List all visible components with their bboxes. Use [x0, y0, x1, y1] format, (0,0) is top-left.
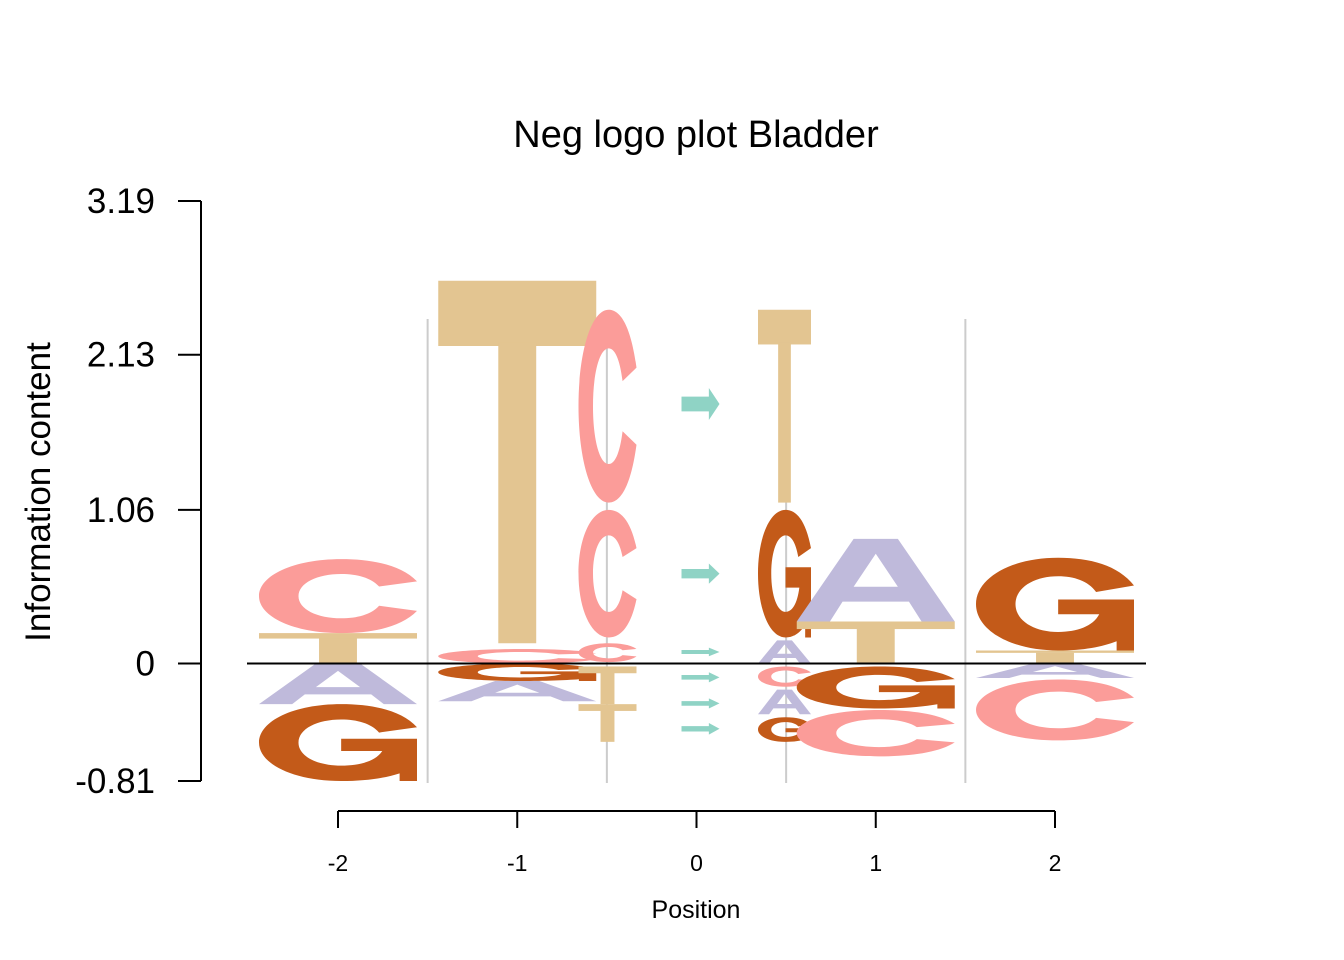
- letter-t-glyph: [578, 666, 637, 705]
- x-axis: -2 -1 0 1 2: [328, 810, 1062, 876]
- arrow-glyph: [681, 563, 720, 584]
- x-tick-label: -2: [328, 850, 348, 876]
- chart-title: Neg logo plot Bladder: [513, 114, 879, 156]
- y-tick-label: 1.06: [87, 491, 155, 530]
- letter-t-glyph: [976, 650, 1134, 664]
- letter-g-glyph: [796, 666, 955, 709]
- letter-g-glyph: [976, 557, 1134, 651]
- letter-t-glyph: [259, 633, 417, 664]
- y-tick-label: 2.13: [87, 336, 155, 375]
- x-tick-label: 2: [1049, 850, 1062, 876]
- letter-c-glyph: [578, 643, 637, 663]
- letter-g-glyph: [758, 509, 811, 638]
- letter-t-glyph: [796, 621, 955, 664]
- letter-c-glyph: [578, 309, 637, 503]
- x-axis-label: Position: [652, 896, 741, 924]
- letter-c-glyph: [259, 559, 417, 634]
- letter-stacks: [259, 280, 1134, 781]
- x-tick-label: -1: [507, 850, 527, 876]
- y-tick-label: 0: [136, 645, 155, 684]
- arrow-glyph: [681, 388, 720, 420]
- arrow-glyph: [681, 647, 720, 657]
- arrow-glyph: [681, 723, 720, 735]
- letter-c-glyph: [438, 649, 597, 664]
- letter-a-glyph: [758, 640, 811, 664]
- letter-a-glyph: [438, 680, 597, 702]
- letter-t-glyph: [758, 309, 811, 503]
- letter-a-glyph: [259, 663, 417, 705]
- letter-g-glyph: [259, 704, 417, 781]
- arrow-glyph: [681, 698, 720, 709]
- arrow-glyph: [681, 672, 720, 683]
- letter-a-glyph: [796, 538, 955, 622]
- letter-a-glyph: [758, 689, 811, 715]
- letter-t-glyph: [578, 704, 637, 742]
- y-axis: 3.19 2.13 1.06 0 -0.81: [75, 182, 202, 801]
- letter-c-glyph: [976, 679, 1134, 741]
- y-axis-label: Information content: [19, 342, 58, 642]
- letter-a-glyph: [976, 663, 1134, 679]
- letter-c-glyph: [578, 509, 637, 638]
- letter-c-glyph: [796, 709, 955, 757]
- letter-t-glyph: [438, 280, 597, 644]
- x-tick-label: 1: [869, 850, 882, 876]
- y-tick-label: 3.19: [87, 182, 155, 221]
- x-tick-label: 0: [690, 850, 703, 876]
- letter-g-glyph: [438, 663, 597, 681]
- letter-c-glyph: [758, 666, 811, 687]
- y-tick-label: -0.81: [75, 762, 155, 801]
